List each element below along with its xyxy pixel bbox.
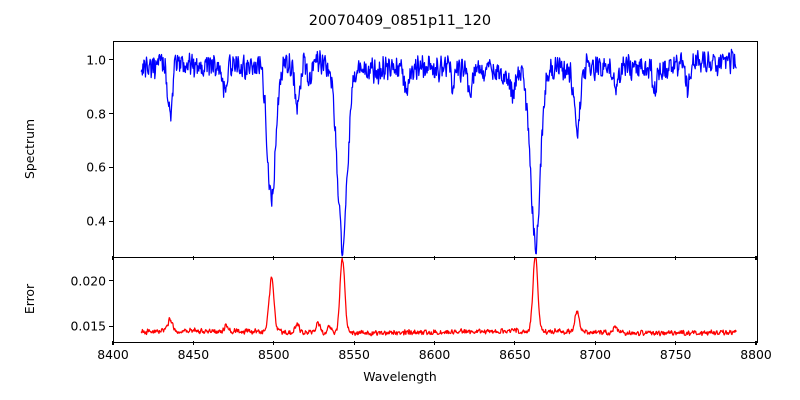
spectrum-line-series [140, 48, 737, 257]
x-axis-tick-mark [192, 256, 194, 260]
y-axis-label-error: Error [22, 283, 37, 315]
y-axis-tick-label: 1.0 [86, 52, 106, 68]
x-axis-tick-label: 8750 [659, 347, 692, 362]
y-axis-tick-mark [109, 220, 113, 222]
page-title: 20070409_0851p11_120 [308, 13, 492, 29]
x-axis-tick-mark [112, 256, 114, 260]
x-axis-tick-label: 8800 [740, 347, 772, 362]
y-axis-tick-mark [109, 280, 113, 282]
x-axis-tick-mark [273, 256, 275, 260]
x-axis-tick-label: 8700 [579, 347, 612, 362]
x-axis-tick-mark [514, 341, 516, 345]
x-axis-tick-mark [594, 256, 596, 260]
x-axis-tick-mark [112, 341, 114, 345]
error-plot-panel [113, 257, 758, 343]
x-axis-tick-mark [675, 256, 677, 260]
x-axis-tick-mark [433, 256, 436, 260]
x-axis-tick-label: 8500 [257, 347, 290, 362]
x-axis-tick-label: 8400 [97, 347, 129, 362]
error-line-series [140, 258, 737, 337]
y-axis-tick-mark [109, 325, 113, 327]
x-axis-tick-mark [433, 341, 436, 345]
x-axis-tick-mark [755, 341, 757, 345]
y-axis-tick-label: 0.6 [86, 159, 106, 175]
y-axis-tick-label: 0.015 [70, 318, 106, 334]
x-axis-tick-mark [594, 341, 596, 345]
x-axis-tick-label: 8600 [418, 347, 451, 362]
y-axis-tick-label: 0.020 [70, 273, 106, 289]
y-axis-tick-label: 0.4 [86, 213, 106, 229]
y-axis-tick-mark [109, 113, 113, 115]
spectrum-plot-panel [113, 41, 758, 258]
x-axis-tick-mark [192, 341, 194, 345]
x-axis-tick-mark [273, 341, 275, 345]
x-axis-label: Wavelength [363, 369, 437, 384]
x-axis-tick-mark [675, 341, 677, 345]
y-axis-label-spectrum: Spectrum [22, 118, 37, 179]
y-axis-tick-label: 0.8 [86, 106, 106, 122]
x-axis-tick-mark [755, 256, 757, 260]
x-axis-tick-label: 8450 [177, 347, 210, 362]
x-axis-tick-label: 8550 [338, 347, 370, 362]
x-axis-tick-mark [353, 256, 355, 260]
x-axis-tick-mark [514, 256, 516, 260]
y-axis-tick-mark [109, 166, 113, 168]
x-axis-tick-label: 8650 [499, 347, 531, 362]
y-axis-tick-mark [109, 59, 113, 61]
x-axis-tick-mark [353, 341, 355, 345]
